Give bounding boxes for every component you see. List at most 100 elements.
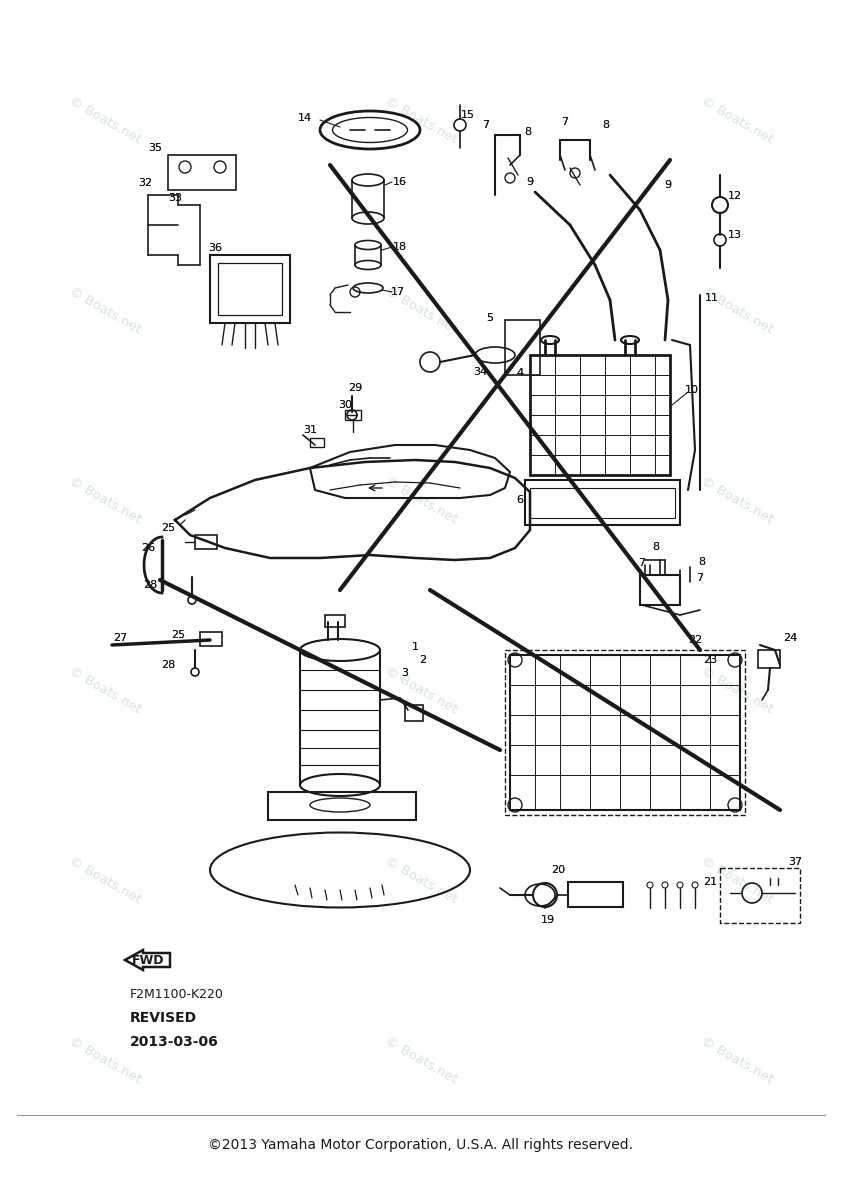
Text: 24: 24 [783, 634, 797, 643]
Text: 11: 11 [705, 293, 719, 302]
Bar [720, 868, 800, 923]
Bar [210, 254, 290, 323]
Text: 8: 8 [653, 542, 659, 552]
Text: 25: 25 [161, 523, 175, 533]
Text: 23: 23 [703, 655, 717, 665]
Text: © Boats.net: © Boats.net [382, 854, 460, 906]
Text: 36: 36 [208, 242, 222, 253]
Text: © Boats.net: © Boats.net [382, 474, 460, 526]
Bar [325, 614, 345, 626]
Text: 7: 7 [562, 116, 568, 127]
Text: 12: 12 [728, 191, 742, 200]
Text: © Boats.net: © Boats.net [699, 854, 775, 906]
Text: 22: 22 [688, 635, 702, 646]
Text: 4: 4 [516, 368, 524, 378]
Text: 15: 15 [461, 110, 475, 120]
Text: © Boats.net: © Boats.net [382, 664, 460, 716]
Text: 28: 28 [161, 660, 175, 670]
Text: 6: 6 [516, 494, 524, 505]
Text: 29: 29 [348, 383, 362, 392]
Bar [345, 410, 361, 420]
Text: 35: 35 [148, 143, 162, 152]
Text: 33: 33 [168, 193, 182, 203]
Text: 7: 7 [638, 558, 646, 568]
Text: 20: 20 [551, 865, 565, 875]
Text: 9: 9 [526, 176, 534, 187]
Text: 14: 14 [298, 113, 312, 122]
Text: 9: 9 [664, 180, 672, 190]
Text: 8: 8 [525, 127, 531, 137]
Bar [525, 480, 680, 526]
Text: 15: 15 [461, 110, 475, 120]
Text: 16: 16 [393, 176, 407, 187]
Bar [505, 650, 745, 815]
Text: 2013-03-06: 2013-03-06 [130, 1034, 219, 1049]
Text: 18: 18 [393, 242, 407, 252]
Text: 31: 31 [303, 425, 317, 434]
Text: 1: 1 [412, 642, 418, 652]
Text: 28: 28 [161, 660, 175, 670]
Text: 8: 8 [698, 557, 706, 566]
Text: 2: 2 [419, 655, 427, 665]
Text: 25: 25 [161, 523, 175, 533]
Text: 5: 5 [487, 313, 493, 323]
Bar [640, 575, 680, 605]
Text: 12: 12 [728, 191, 742, 200]
Text: © Boats.net: © Boats.net [699, 284, 775, 336]
Text: 7: 7 [638, 558, 646, 568]
Text: 32: 32 [138, 178, 152, 188]
Text: 19: 19 [541, 914, 555, 925]
Text: 25: 25 [171, 630, 185, 640]
FancyArrow shape [125, 950, 170, 970]
Text: 10: 10 [685, 385, 699, 395]
Text: © Boats.net: © Boats.net [382, 1034, 460, 1086]
Text: 8: 8 [525, 127, 531, 137]
Text: 4: 4 [516, 368, 524, 378]
Text: 8: 8 [653, 542, 659, 552]
Text: 9: 9 [526, 176, 534, 187]
Text: © Boats.net: © Boats.net [67, 1034, 143, 1086]
Text: 16: 16 [393, 176, 407, 187]
Text: 5: 5 [487, 313, 493, 323]
Text: 2: 2 [419, 655, 427, 665]
Text: 31: 31 [303, 425, 317, 434]
Text: 17: 17 [391, 287, 405, 296]
Bar [310, 438, 324, 446]
Text: © Boats.net: © Boats.net [67, 284, 143, 336]
Text: 37: 37 [788, 857, 802, 866]
Text: 28: 28 [143, 580, 157, 590]
Bar [758, 650, 780, 668]
Text: 17: 17 [391, 287, 405, 296]
Text: 7: 7 [696, 572, 704, 583]
Text: © Boats.net: © Boats.net [382, 284, 460, 336]
Text: 7: 7 [696, 572, 704, 583]
Text: 8: 8 [698, 557, 706, 566]
Text: 19: 19 [541, 914, 555, 925]
Text: 9: 9 [664, 180, 672, 190]
Text: F2M1100-K220: F2M1100-K220 [130, 989, 224, 1002]
Text: © Boats.net: © Boats.net [699, 1034, 775, 1086]
Text: 25: 25 [171, 630, 185, 640]
Text: 13: 13 [728, 230, 742, 240]
Bar [530, 488, 675, 518]
Text: 36: 36 [208, 242, 222, 253]
Text: 21: 21 [703, 877, 717, 887]
Text: 34: 34 [473, 367, 487, 377]
Text: 27: 27 [113, 634, 127, 643]
Text: 7: 7 [482, 120, 489, 130]
Text: 8: 8 [602, 120, 610, 130]
Text: 26: 26 [141, 542, 155, 553]
Bar [568, 882, 623, 907]
Bar [168, 155, 236, 190]
Text: 30: 30 [338, 400, 352, 410]
Text: © Boats.net: © Boats.net [67, 664, 143, 716]
Text: 35: 35 [148, 143, 162, 152]
Bar [530, 355, 670, 475]
Text: 21: 21 [703, 877, 717, 887]
Text: 24: 24 [783, 634, 797, 643]
Text: 7: 7 [562, 116, 568, 127]
Bar [268, 792, 416, 820]
Text: 29: 29 [348, 383, 362, 392]
Text: 3: 3 [402, 668, 408, 678]
Text: © Boats.net: © Boats.net [67, 474, 143, 526]
